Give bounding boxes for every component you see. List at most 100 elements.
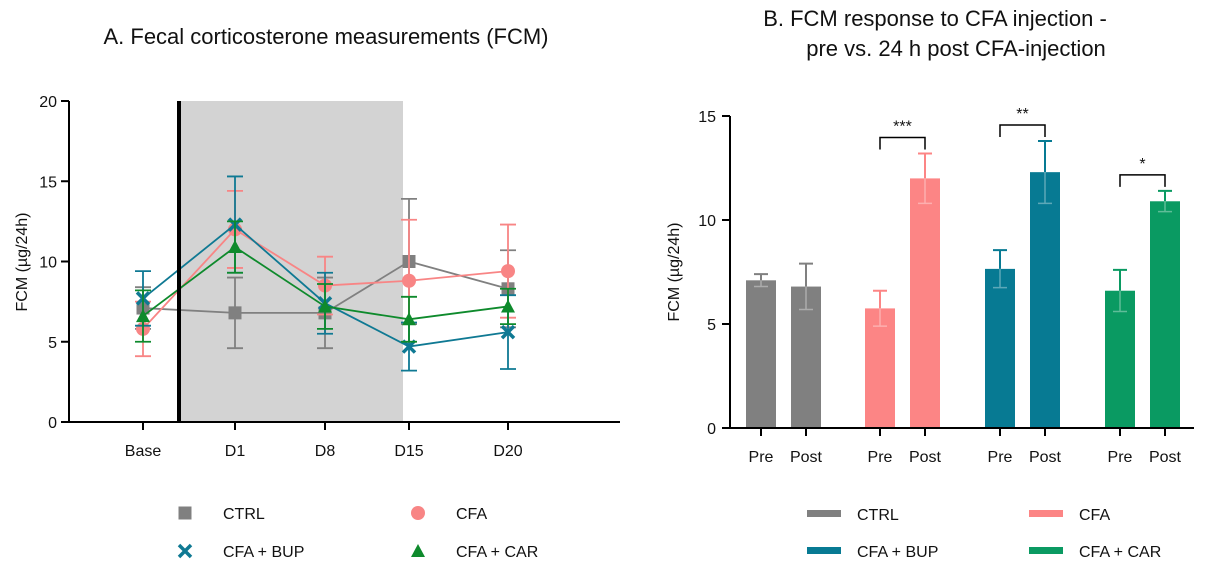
panel-b-title-line1: B. FCM response to CFA injection - (763, 6, 1107, 31)
panel-a-y-axis-label: FCM (µg/24h) (14, 212, 31, 311)
data-point (402, 312, 416, 326)
legend-label: CFA + BUP (857, 544, 938, 561)
error-bar (873, 289, 887, 309)
significance-label: * (1139, 156, 1145, 173)
panel-b: B. FCM response to CFA injection - pre v… (666, 6, 1194, 561)
error-bar (993, 249, 1007, 269)
bar-group-ctrl: Pre Post (746, 262, 823, 466)
panel-a-axes (68, 101, 620, 423)
error-bar-lower (1158, 201, 1172, 213)
significance-label: ** (1016, 106, 1028, 123)
panel-a-title: A. Fecal corticosterone measurements (FC… (103, 24, 548, 49)
legend-item-cfa: CFA (1029, 507, 1110, 524)
legend-label: CTRL (857, 507, 899, 524)
data-point (228, 240, 242, 254)
error-bar-lower (993, 268, 1007, 289)
legend-swatch (807, 547, 841, 554)
x-tick-label-pre: Pre (868, 449, 893, 466)
bar-pre (865, 308, 895, 428)
legend-label: CFA + CAR (1079, 544, 1161, 561)
y-tick-label: 20 (39, 94, 57, 111)
data-point (402, 273, 416, 288)
data-point (228, 306, 242, 320)
significance-label: *** (893, 118, 912, 135)
y-tick-label: 5 (707, 317, 716, 334)
panel-a-series (135, 175, 516, 372)
legend-item-cfa-bup: CFA + BUP (807, 544, 938, 561)
y-tick-label: 15 (39, 174, 57, 191)
x-tick-label-pre: Pre (988, 449, 1013, 466)
x-tick-label-d8: D8 (315, 443, 336, 460)
error-bar-lower (873, 308, 887, 327)
x-tick-label-post: Post (1029, 449, 1062, 466)
y-tick-label: 0 (707, 421, 716, 438)
x-tick-label-d15: D15 (394, 443, 423, 460)
legend-label: CTRL (223, 506, 265, 523)
bar-pre (746, 280, 776, 428)
series-cfa-car (135, 220, 516, 343)
bar-group-cfa-car: Pre Post * (1105, 156, 1182, 466)
y-tick-label: 15 (698, 109, 716, 126)
legend-item-cfa-car: CFA + CAR (1029, 544, 1161, 561)
legend-marker (411, 506, 425, 520)
error-bar (1158, 189, 1172, 202)
legend-swatch (1029, 510, 1063, 517)
x-tick-label-d20: D20 (493, 443, 522, 460)
legend-marker (177, 543, 193, 559)
legend-swatch (807, 510, 841, 517)
legend-item-cfa-car: CFA + CAR (411, 544, 538, 561)
panel-b-legend: CTRL CFA CFA + BUP CFA + CAR (807, 507, 1161, 561)
x-tick-label-post: Post (1149, 449, 1182, 466)
legend-item-ctrl: CTRL (807, 507, 899, 524)
x-tick-label-base: Base (125, 443, 162, 460)
error-bar-lower (1038, 172, 1052, 205)
panel-a-legend: CTRL CFA CFA + BUP CFA + CAR (177, 506, 538, 561)
error-bar (1038, 139, 1052, 173)
error-bar (799, 262, 813, 287)
y-tick-label: 10 (698, 213, 716, 230)
data-point (501, 299, 515, 313)
bar-group-cfa-bup: Pre Post ** (985, 106, 1062, 466)
significance-bracket (879, 136, 926, 150)
legend-label: CFA + BUP (223, 544, 304, 561)
legend-item-cfa: CFA (411, 506, 487, 523)
data-point (501, 264, 515, 279)
y-tick-label: 10 (39, 255, 57, 272)
bar-post (1150, 201, 1180, 428)
legend-marker (178, 506, 192, 520)
panel-a-y-axis: 0 5 10 15 20 (39, 94, 69, 432)
bar-pre (1105, 290, 1135, 428)
x-tick-label-d1: D1 (225, 443, 246, 460)
error-bar-lower (754, 280, 768, 288)
legend-marker (411, 544, 425, 557)
legend-label: CFA (456, 506, 487, 523)
error-bar-lower (1113, 290, 1127, 313)
error-bar-lower (799, 286, 813, 311)
panel-a-shaded-region (180, 101, 403, 422)
bar-post (1030, 172, 1060, 428)
significance-bracket (999, 124, 1046, 137)
bar-group-cfa: Pre Post *** (865, 118, 942, 466)
x-tick-label-pre: Pre (1108, 449, 1133, 466)
legend-label: CFA (1079, 507, 1110, 524)
bar-pre (985, 268, 1015, 428)
panel-b-y-axis-label: FCM (µg/24h) (666, 222, 683, 321)
panel-a-x-axis: Base D1 D8 D15 D20 (125, 422, 523, 460)
y-tick-label: 5 (48, 335, 57, 352)
data-point (318, 299, 332, 313)
error-bar (918, 152, 932, 179)
legend-item-cfa-bup: CFA + BUP (177, 543, 304, 561)
data-point (500, 324, 516, 340)
legend-swatch (1029, 547, 1063, 554)
bar-post (791, 286, 821, 428)
significance-bracket (1119, 174, 1166, 187)
panel-b-title-line2: pre vs. 24 h post CFA-injection (806, 36, 1106, 61)
x-tick-label-post: Post (909, 449, 942, 466)
x-tick-label-post: Post (790, 449, 823, 466)
panel-b-bars: Pre Post Pre Post *** Pre Post ** Pre Post * (746, 106, 1182, 466)
y-tick-label: 0 (48, 415, 57, 432)
legend-label: CFA + CAR (456, 544, 538, 561)
x-tick-label-pre: Pre (749, 449, 774, 466)
data-point (136, 309, 150, 323)
